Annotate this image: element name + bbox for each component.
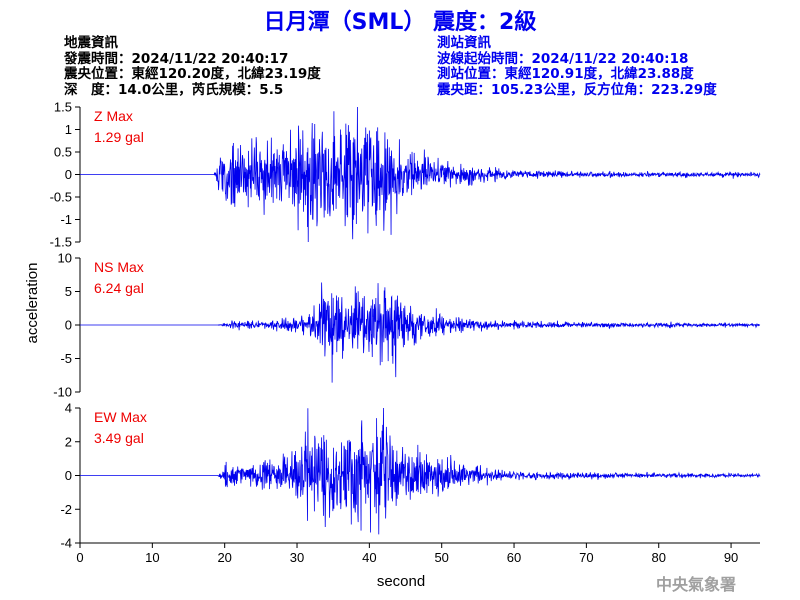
x-axis-label: second (377, 573, 425, 590)
max-title: EW Max (94, 409, 147, 425)
waveform-trace (80, 282, 761, 383)
y-tick-label: 0 (65, 468, 72, 483)
y-tick-label: -5 (60, 351, 72, 366)
x-tick-label: 70 (579, 550, 593, 565)
depth-magnitude: 深 度：14.0公里，芮氏規模：5.5 (64, 81, 284, 98)
x-tick-label: 60 (507, 550, 521, 565)
y-tick-label: 1 (65, 122, 72, 137)
max-title: NS Max (94, 259, 144, 275)
station-info-heading: 測站資訊 (437, 35, 491, 51)
y-tick-label: 0 (65, 167, 72, 182)
y-tick-label: 1.5 (54, 100, 72, 115)
station-info: 測站資訊 波線起始時間：2024/11/22 20:40:18 測站位置：東經1… (437, 35, 717, 98)
event-info: 地震資訊 發震時間：2024/11/22 20:40:17 震央位置：東經120… (64, 35, 321, 98)
y-tick-label: -10 (53, 385, 72, 400)
panel-ew: -4 -2 0 2 4 EW Max 3.49 gal (60, 401, 761, 551)
x-tick-label: 40 (362, 550, 376, 565)
y-tick-label: -4 (60, 536, 72, 551)
agency-watermark: 中央氣象署 (656, 575, 737, 594)
waveform-trace (80, 407, 761, 535)
y-tick-label: 2 (65, 434, 72, 449)
max-value-label: 1.29 gal (94, 129, 144, 145)
x-tick-label: 30 (290, 550, 304, 565)
x-tick-label: 10 (145, 550, 159, 565)
origin-time: 發震時間：2024/11/22 20:40:17 (64, 50, 289, 67)
chart-title: 日月潭（SML） 震度：2級 (263, 10, 537, 35)
x-tick-label: 90 (724, 550, 738, 565)
y-tick-label: 5 (65, 284, 72, 299)
y-axis-label: acceleration (24, 263, 41, 344)
station-location: 測站位置：東經120.91度，北緯23.88度 (437, 66, 694, 82)
y-tick-label: -1.5 (50, 235, 72, 250)
y-tick-label: 0 (65, 318, 72, 333)
y-tick-label: -2 (60, 502, 72, 517)
y-tick-label: 10 (58, 251, 72, 266)
max-value-label: 6.24 gal (94, 280, 144, 296)
epicenter-location: 震央位置：東經120.20度，北緯23.19度 (64, 66, 321, 82)
y-tick-label: 0.5 (54, 145, 72, 160)
y-tick-label: 4 (65, 401, 72, 416)
x-tick-label: 80 (651, 550, 665, 565)
y-tick-label: -1 (60, 212, 72, 227)
max-title: Z Max (94, 108, 133, 124)
max-value-label: 3.49 gal (94, 430, 144, 446)
x-tick-label: 20 (217, 550, 231, 565)
panel-z: -1.5 -1 -0.5 0 0.5 1 1.5 Z Max 1.29 gal (50, 100, 761, 250)
epicentral-distance: 震央距：105.23公里，反方位角：223.29度 (437, 81, 717, 98)
waveform-trace (80, 106, 761, 243)
y-tick-label: -0.5 (50, 190, 72, 205)
x-tick-label: 50 (434, 550, 448, 565)
wave-start-time: 波線起始時間：2024/11/22 20:40:18 (437, 50, 689, 67)
event-info-heading: 地震資訊 (64, 35, 118, 51)
panel-ns: -10 -5 0 5 10 NS Max 6.24 gal (53, 251, 761, 400)
x-tick-label: 0 (76, 550, 83, 565)
